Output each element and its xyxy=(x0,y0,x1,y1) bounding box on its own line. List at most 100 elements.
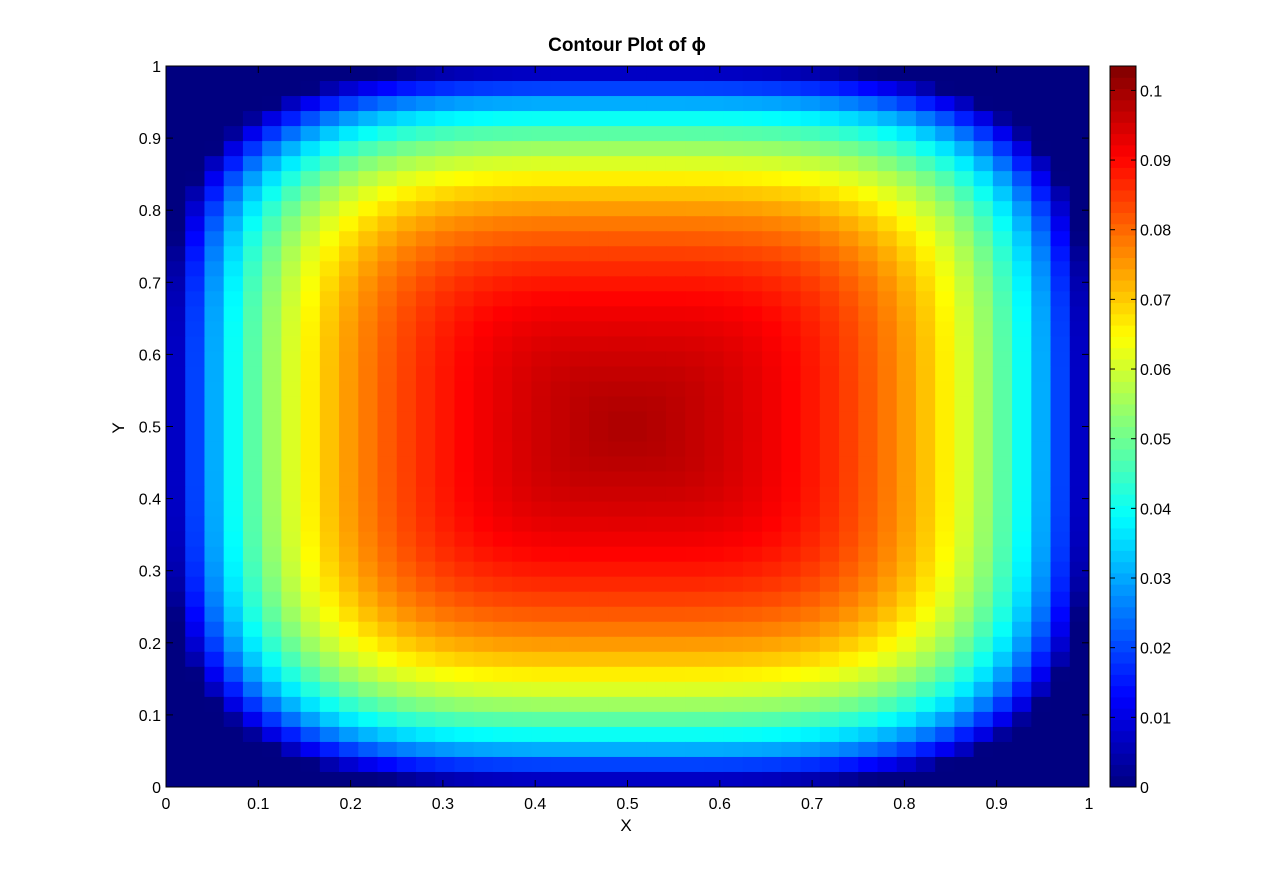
heatmap-cell xyxy=(781,666,802,683)
heatmap-cell xyxy=(858,411,879,428)
heatmap-cell xyxy=(1069,576,1089,593)
heatmap-cell xyxy=(704,396,725,413)
y-tick-label: 0.9 xyxy=(139,131,161,148)
heatmap-cell xyxy=(935,561,955,578)
heatmap-cell xyxy=(762,276,782,292)
heatmap-cell xyxy=(742,306,763,322)
heatmap-cell xyxy=(569,531,590,548)
heatmap-cell xyxy=(1031,96,1052,112)
heatmap-cell xyxy=(396,96,417,112)
heatmap-cell xyxy=(800,681,821,698)
heatmap-cell xyxy=(627,276,648,292)
heatmap-cell xyxy=(877,366,898,383)
heatmap-cell xyxy=(358,696,379,713)
heatmap-cell xyxy=(800,306,821,322)
heatmap-cell xyxy=(531,366,552,383)
heatmap-cell xyxy=(262,381,282,398)
heatmap-cell xyxy=(300,756,321,773)
heatmap-cell xyxy=(550,456,571,473)
heatmap-cell xyxy=(531,456,552,473)
heatmap-cell xyxy=(492,636,513,653)
heatmap-cell xyxy=(627,561,648,578)
heatmap-cell xyxy=(454,66,475,82)
heatmap-cell xyxy=(762,351,782,368)
heatmap-cell xyxy=(665,471,686,488)
heatmap-cell xyxy=(1050,261,1071,277)
heatmap-cell xyxy=(319,606,340,623)
heatmap-cell xyxy=(204,321,225,337)
heatmap-cell xyxy=(396,651,417,668)
heatmap-cell xyxy=(762,81,782,97)
heatmap-cell xyxy=(319,216,340,232)
heatmap-cell xyxy=(627,81,648,97)
heatmap-cell xyxy=(762,456,782,473)
heatmap-cell xyxy=(627,156,648,172)
colorbar-swatch xyxy=(1110,246,1136,259)
heatmap-cell xyxy=(166,561,186,578)
heatmap-cell xyxy=(435,531,456,548)
heatmap-cell xyxy=(781,741,802,758)
heatmap-cell xyxy=(358,486,379,503)
heatmap-cell xyxy=(723,126,744,142)
colorbar-swatch xyxy=(1110,494,1136,506)
heatmap-cell xyxy=(608,516,629,533)
heatmap-cell xyxy=(685,771,706,787)
heatmap-cell xyxy=(954,366,975,383)
heatmap-cell xyxy=(858,126,879,142)
heatmap-cell xyxy=(877,426,898,443)
heatmap-cell xyxy=(473,546,494,563)
heatmap-cell xyxy=(512,261,532,277)
heatmap-cell xyxy=(839,276,859,292)
heatmap-cell xyxy=(1069,546,1089,563)
heatmap-cell xyxy=(185,366,206,383)
heatmap-cell xyxy=(473,231,494,247)
heatmap-cell xyxy=(781,261,802,277)
heatmap-cell xyxy=(1069,306,1089,322)
heatmap-cell xyxy=(915,276,936,292)
heatmap-cell xyxy=(319,471,340,488)
heatmap-cell xyxy=(819,156,840,172)
heatmap-cell xyxy=(704,711,725,728)
colorbar-swatch xyxy=(1110,133,1136,146)
heatmap-cell xyxy=(1031,171,1052,187)
colorbar-swatch xyxy=(1110,99,1136,112)
heatmap-cell xyxy=(358,246,379,262)
heatmap-cell xyxy=(281,621,302,638)
heatmap-cell xyxy=(608,66,629,82)
heatmap-cell xyxy=(896,696,917,713)
heatmap-cell xyxy=(935,576,955,593)
heatmap-cell xyxy=(569,351,590,368)
heatmap-cell xyxy=(377,321,398,337)
heatmap-cell xyxy=(1050,516,1071,533)
heatmap-cell xyxy=(415,111,436,127)
heatmap-cell xyxy=(204,441,225,458)
heatmap-cell xyxy=(512,276,532,292)
heatmap-cell xyxy=(435,381,456,398)
heatmap-cell xyxy=(762,501,782,518)
heatmap-cell xyxy=(339,441,359,458)
heatmap-cell xyxy=(550,291,571,307)
heatmap-cell xyxy=(877,351,898,368)
heatmap-cell xyxy=(800,426,821,443)
heatmap-cell xyxy=(1031,291,1052,307)
colorbar-swatch xyxy=(1110,392,1136,405)
heatmap-cell xyxy=(492,66,513,82)
heatmap-cell xyxy=(935,336,955,352)
heatmap-cell xyxy=(415,771,436,787)
heatmap-cell xyxy=(992,291,1013,307)
heatmap-cell xyxy=(589,591,609,608)
heatmap-cell xyxy=(204,81,225,97)
heatmap-cell xyxy=(531,486,552,503)
heatmap-cell xyxy=(473,111,494,127)
heatmap-cell xyxy=(319,366,340,383)
heatmap-cell xyxy=(396,246,417,262)
colorbar-swatch xyxy=(1110,561,1136,574)
heatmap-cell xyxy=(531,111,552,127)
heatmap-cell xyxy=(1069,726,1089,743)
heatmap-cell xyxy=(1069,411,1089,428)
heatmap-cell xyxy=(435,651,456,668)
heatmap-cell xyxy=(550,141,571,157)
heatmap-cell xyxy=(300,711,321,728)
heatmap-cell xyxy=(1069,381,1089,398)
heatmap-cell xyxy=(935,681,955,698)
